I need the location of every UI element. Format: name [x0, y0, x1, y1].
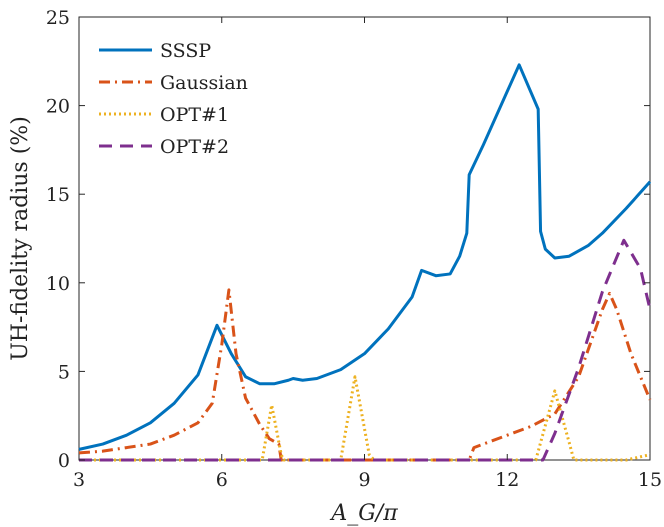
x-tick-label: 6: [216, 469, 228, 491]
y-axis-label: UH-fidelity radius (%): [8, 116, 33, 361]
y-tick-label: 10: [46, 273, 70, 295]
series-line-2: [78, 288, 652, 462]
series-line-4: [79, 238, 652, 462]
y-tick-label: 20: [46, 96, 70, 118]
y-tick-label: 5: [58, 361, 70, 383]
y-tick-label: 0: [58, 450, 70, 472]
ticks-layer: 3 6 9 12 15 0 5 10 15 20 25: [46, 7, 662, 491]
x-axis-label: A_G/π: [329, 501, 398, 526]
x-tick-label: 12: [495, 469, 519, 491]
series-line-1: [78, 63, 652, 451]
y-tick-label: 25: [46, 7, 70, 29]
x-tick-label: 15: [638, 469, 662, 491]
series-layer: [78, 63, 652, 462]
legend: SSSP Gaussian OPT#1 OPT#2: [99, 40, 248, 158]
legend-label-1: SSSP: [160, 40, 211, 62]
series-line-3: [79, 375, 651, 462]
x-tick-label: 3: [73, 469, 85, 491]
legend-label-3: OPT#1: [160, 104, 229, 126]
legend-label-2: Gaussian: [160, 72, 248, 94]
legend-label-4: OPT#2: [160, 136, 229, 158]
y-tick-label: 15: [46, 184, 70, 206]
x-tick-label: 9: [358, 469, 370, 491]
